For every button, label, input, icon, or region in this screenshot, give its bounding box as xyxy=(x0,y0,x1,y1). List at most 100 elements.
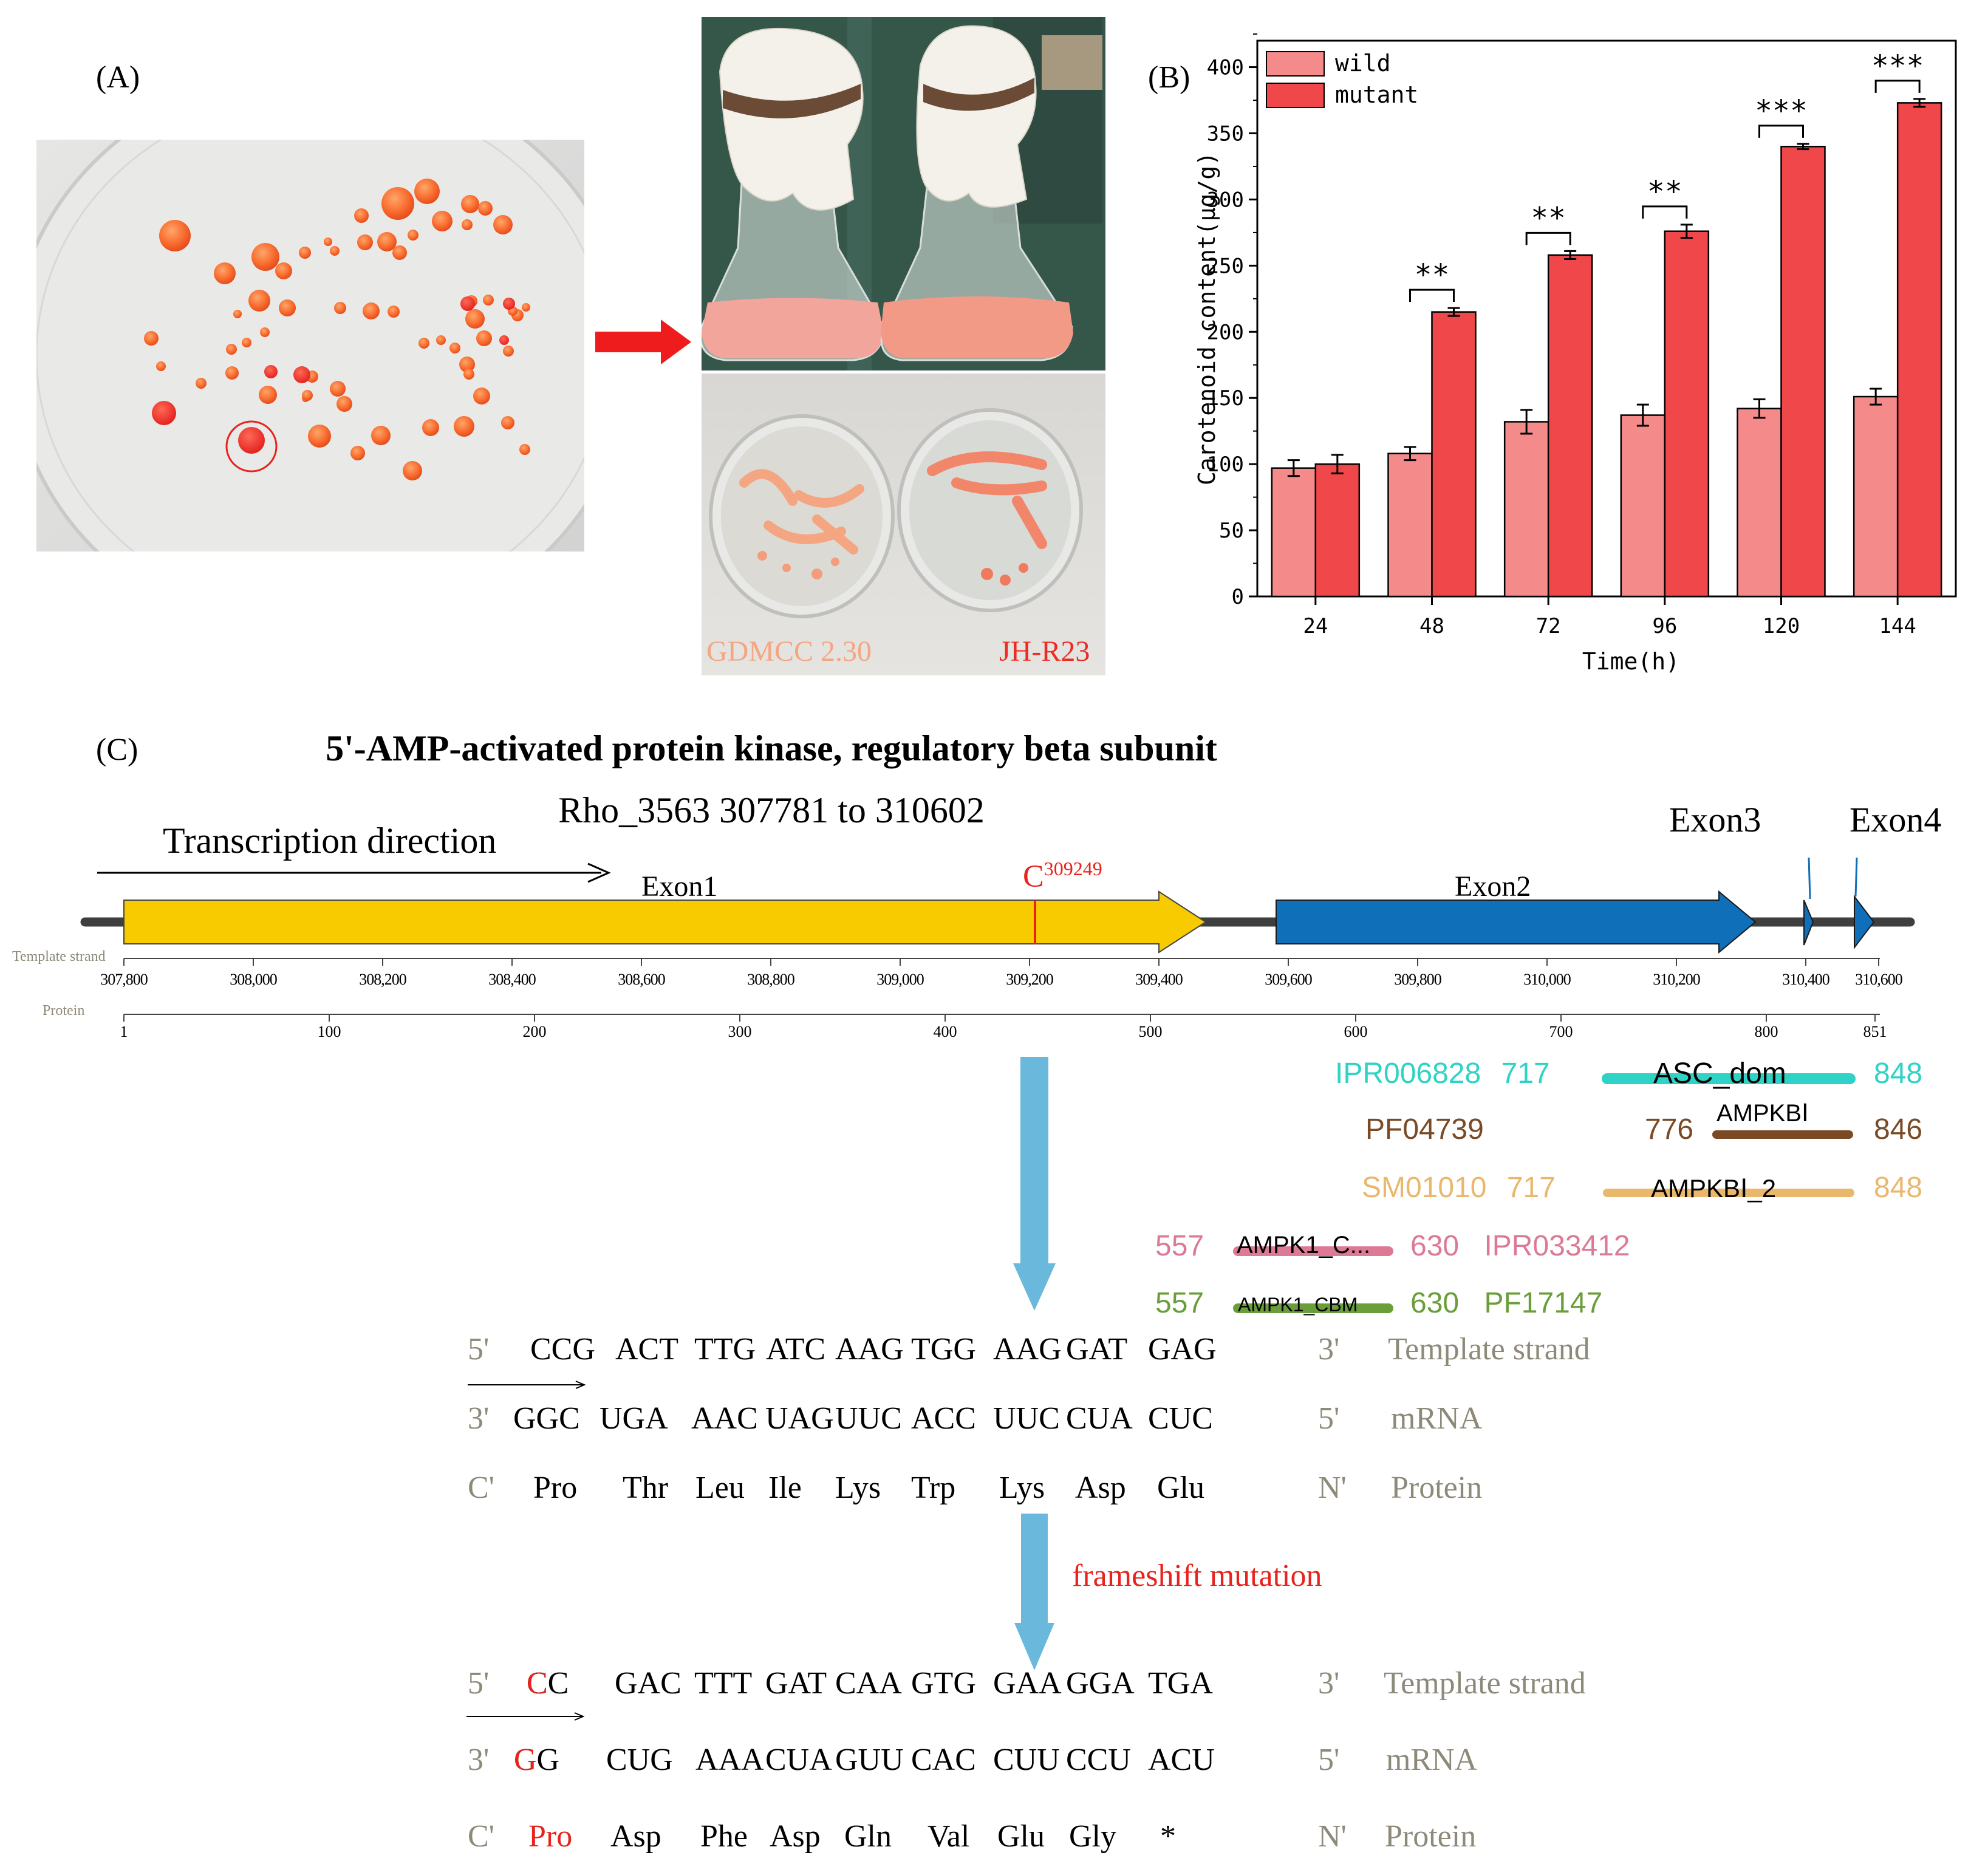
codon: CAC xyxy=(911,1743,976,1777)
significance-bracket xyxy=(1642,205,1688,219)
amino-acid: Asp xyxy=(1075,1470,1126,1505)
bar-wild xyxy=(1387,452,1433,598)
codon: AAG xyxy=(835,1332,904,1367)
x-tick-label: 120 xyxy=(1763,614,1800,638)
codon: GAT xyxy=(765,1666,827,1701)
amino-acid: Thr xyxy=(623,1470,669,1505)
template-axis-label: Template strand xyxy=(12,949,106,965)
amino-acid: * xyxy=(1160,1819,1176,1854)
domain-bar-pf17147 xyxy=(1233,1303,1393,1313)
x-tick-label: 72 xyxy=(1536,614,1561,638)
template-tick-label: 308,800 xyxy=(747,971,795,988)
panel-label-c: (C) xyxy=(96,732,138,767)
y-axis-label: Carotenoid content(μg/g) xyxy=(1194,152,1220,485)
domain-bar-pf04739 xyxy=(1712,1130,1853,1139)
template-tick-label: 309,800 xyxy=(1394,971,1442,988)
x-axis-label: Time(h) xyxy=(1582,648,1679,675)
legend-swatch-wild xyxy=(1266,51,1325,77)
amino-acid: Glu xyxy=(1157,1470,1204,1505)
codon: AAC xyxy=(691,1401,758,1436)
codon: GGC xyxy=(513,1401,580,1436)
domain-name-ampkb2: AMPKBⅠ_2 xyxy=(1651,1174,1777,1203)
bar-wild xyxy=(1271,467,1317,598)
domain-id-pf04739: PF04739 xyxy=(1365,1113,1484,1146)
codon: GUU xyxy=(835,1743,904,1777)
plot-frame xyxy=(1256,39,1957,598)
protein-tick-label: 600 xyxy=(1344,1023,1368,1040)
gene-structure-map xyxy=(80,857,1915,1022)
y-tick-label: 350 xyxy=(1207,122,1244,146)
panel-label-a: (A) xyxy=(96,60,140,95)
amino-acid: Lys xyxy=(999,1470,1045,1505)
domain-start-pf04739: 776 xyxy=(1645,1113,1694,1146)
codon: CUG xyxy=(606,1743,673,1777)
domain-start-pf17147: 557 xyxy=(1155,1287,1204,1319)
bar-mutant xyxy=(1664,230,1710,598)
domain-bar-sm01010 xyxy=(1603,1189,1854,1197)
domain-end-sm01010: 848 xyxy=(1874,1172,1923,1204)
template-tick-label: 310,000 xyxy=(1523,971,1571,988)
template-tick-label: 309,200 xyxy=(1006,971,1054,988)
petri-dish-photo xyxy=(36,140,584,551)
codon: CAA xyxy=(835,1666,902,1701)
codon: TTT xyxy=(694,1666,753,1701)
template-tick-label: 308,400 xyxy=(488,971,536,988)
x-tick-label: 48 xyxy=(1419,614,1444,638)
bar-mutant xyxy=(1896,102,1942,598)
exon4-shape xyxy=(1854,895,1875,949)
amino-acid: Asp xyxy=(610,1819,661,1854)
domain-row-sm01010: SM01010 717 xyxy=(1362,1172,1556,1204)
y-tick-label: 100 xyxy=(1207,452,1244,477)
wild-strand-arrow-icon xyxy=(468,1381,586,1389)
codon: ATC xyxy=(766,1332,826,1367)
codon: CUA xyxy=(1066,1401,1133,1436)
codon: UUC xyxy=(993,1401,1060,1436)
x-tick-label: 96 xyxy=(1652,614,1677,638)
codon: CCU xyxy=(1066,1743,1131,1777)
flask-culture-photo xyxy=(702,17,1105,370)
down-arrow-1-icon xyxy=(1013,1057,1056,1311)
legend-swatch-mutant xyxy=(1266,83,1325,108)
protein-tick-label: 100 xyxy=(317,1023,341,1040)
codon: GAA xyxy=(993,1666,1062,1701)
gene-locus: Rho_3563 307781 to 310602 xyxy=(558,790,985,830)
significance-stars: *** xyxy=(1755,94,1808,128)
protein-tick-label: 800 xyxy=(1754,1023,1778,1040)
template-tick-label: 309,600 xyxy=(1265,971,1313,988)
protein-tick-label: 851 xyxy=(1863,1023,1887,1040)
exon3-shape xyxy=(1803,900,1814,946)
significance-bracket xyxy=(1409,289,1455,302)
protein-tick-label: 700 xyxy=(1549,1023,1573,1040)
template-tick-label: 308,200 xyxy=(359,971,407,988)
significance-stars: *** xyxy=(1871,49,1924,83)
template-tick-label: 310,600 xyxy=(1855,971,1903,988)
codon: ACT xyxy=(615,1332,678,1367)
template-tick-label: 308,000 xyxy=(230,971,278,988)
legend-label-wild: wild xyxy=(1335,50,1391,77)
amino-acid: Gly xyxy=(1069,1819,1116,1854)
bar-mutant xyxy=(1314,463,1361,598)
codon: AAA xyxy=(695,1743,764,1777)
amino-acid: Ile xyxy=(768,1470,802,1505)
template-tick-label: 307,800 xyxy=(100,971,148,988)
mutant-strain-label: JH-R23 xyxy=(999,635,1090,668)
direction-arrowhead-icon xyxy=(587,862,611,883)
y-tick-label: 250 xyxy=(1207,254,1244,278)
significance-stars: ** xyxy=(1647,175,1682,209)
amino-acid: Gln xyxy=(844,1819,892,1854)
codon: ACU xyxy=(1148,1743,1215,1777)
significance-bracket xyxy=(1758,125,1804,138)
significance-bracket xyxy=(1874,80,1921,93)
plates-photo: GDMCC 2.30 JH-R23 xyxy=(702,374,1105,675)
template-tick-label: 309,400 xyxy=(1135,971,1183,988)
panel-label-b: (B) xyxy=(1148,60,1190,95)
frameshift-label: frameshift mutation xyxy=(1072,1559,1322,1593)
codon: TGG xyxy=(911,1332,976,1367)
significance-stars: ** xyxy=(1531,201,1566,235)
down-arrow-2-icon xyxy=(1014,1514,1054,1670)
gene-title: 5'-AMP-activated protein kinase, regulat… xyxy=(326,728,1217,768)
amino-acid: Phe xyxy=(700,1819,748,1854)
amino-acid: Val xyxy=(927,1819,970,1854)
transcription-direction-label: Transcription direction xyxy=(163,821,497,861)
y-tick-label: 150 xyxy=(1207,386,1244,411)
